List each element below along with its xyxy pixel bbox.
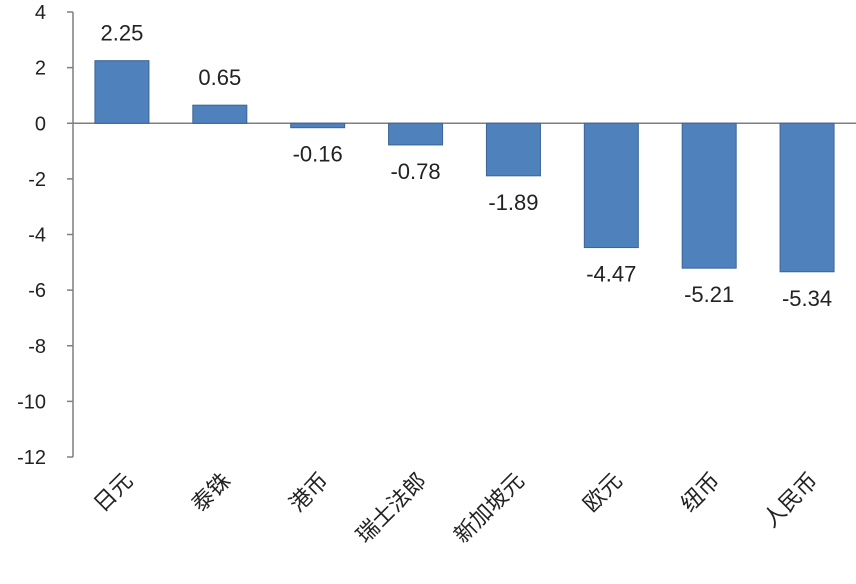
x-category-label: 纽币: [677, 469, 726, 518]
data-label: -4.47: [586, 262, 636, 287]
x-category-label: 港币: [285, 469, 334, 518]
x-category-label: 人民币: [759, 469, 823, 533]
bars: 2.25 0.65 -0.16 -0.78 -1.89 -4.47 -5.21 -5.34: [94, 21, 835, 311]
x-category-label: 欧元: [579, 469, 628, 518]
bar: [290, 122, 346, 129]
x-category-label: 泰铢: [187, 469, 236, 518]
bar: [485, 122, 541, 177]
x-category-label: 新加坡元: [450, 469, 530, 549]
bar: [583, 122, 639, 249]
data-label: 2.25: [101, 21, 144, 46]
data-label: 0.65: [198, 65, 241, 90]
y-tick-label: -8: [28, 336, 46, 358]
y-tick-label: -2: [28, 169, 46, 191]
bar: [192, 104, 248, 124]
data-label: -5.34: [782, 286, 832, 311]
bar: [94, 60, 150, 124]
y-tick-label: -4: [28, 225, 46, 247]
x-category-label: 日元: [89, 469, 138, 518]
data-label: -0.78: [390, 159, 440, 184]
y-tick-label: 0: [35, 113, 46, 135]
data-label: -1.89: [488, 190, 538, 215]
y-tick-label: -12: [17, 447, 46, 469]
data-label: -5.21: [684, 282, 734, 307]
y-tick-label: 4: [35, 2, 46, 24]
x-category-label: 瑞士法郎: [352, 469, 432, 549]
x-axis: 日元 泰铢 港币 瑞士法郎 新加坡元 欧元 纽币 人民币: [89, 469, 823, 549]
y-tick-label: 2: [35, 58, 46, 80]
y-tick-label: -10: [17, 391, 46, 413]
bar: [779, 122, 835, 273]
bar: [681, 122, 737, 269]
data-label: -0.16: [293, 142, 343, 167]
bar: [388, 122, 444, 146]
y-tick-label: -6: [28, 280, 46, 302]
